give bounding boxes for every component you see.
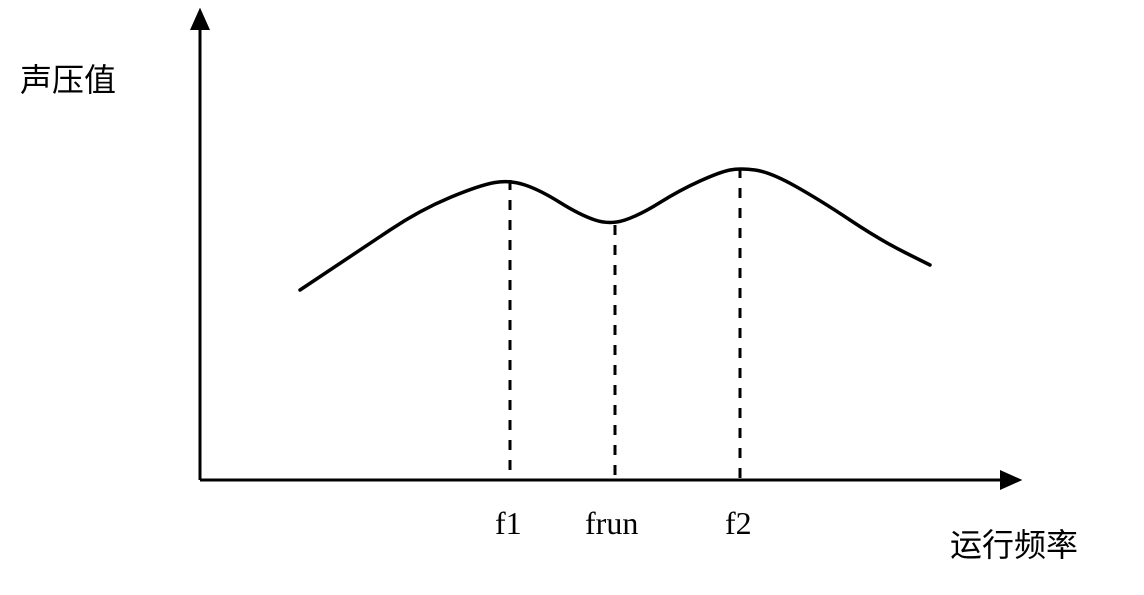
marker-label-f1: f1: [495, 505, 522, 542]
marker-label-frun: frun: [585, 505, 638, 542]
x-axis-label: 运行频率: [950, 520, 1078, 566]
chart-container: 声压值 运行频率 f1 frun f2: [0, 0, 1144, 595]
chart-svg: [0, 0, 1144, 595]
y-axis-label: 声压值: [20, 55, 116, 101]
y-axis-arrow: [190, 8, 210, 30]
marker-label-f2: f2: [725, 505, 752, 542]
x-axis-arrow: [1000, 470, 1022, 490]
